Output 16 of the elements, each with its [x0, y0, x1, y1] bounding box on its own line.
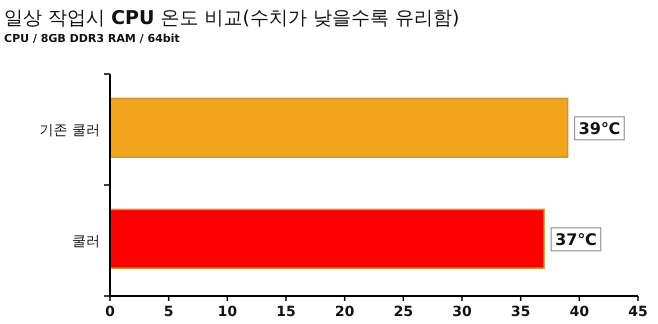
x-tick-label: 40 — [570, 304, 590, 320]
x-tick-label: 30 — [452, 304, 472, 320]
x-tick-label: 25 — [394, 304, 414, 320]
data-label: 39℃ — [578, 118, 620, 138]
y-tick-label: 쿨러 — [72, 234, 100, 250]
x-tick-label: 45 — [628, 304, 648, 320]
x-tick-label: 35 — [510, 304, 530, 320]
y-tick-label: 기존 쿨러 — [40, 122, 100, 138]
x-tick-label: 0 — [105, 304, 116, 320]
x-tick-label: 10 — [218, 304, 238, 320]
data-label: 37℃ — [555, 230, 597, 249]
x-tick-label: 15 — [276, 304, 296, 320]
x-tick-label: 20 — [334, 304, 355, 320]
chart-title: 일상 작업시 CPU 온도 비교(수치가 낮을수록 유리함) — [4, 7, 460, 29]
x-tick-label: 5 — [164, 304, 174, 320]
chart-subtitle: CPU / 8GB DDR3 RAM / 64bit — [4, 32, 180, 45]
